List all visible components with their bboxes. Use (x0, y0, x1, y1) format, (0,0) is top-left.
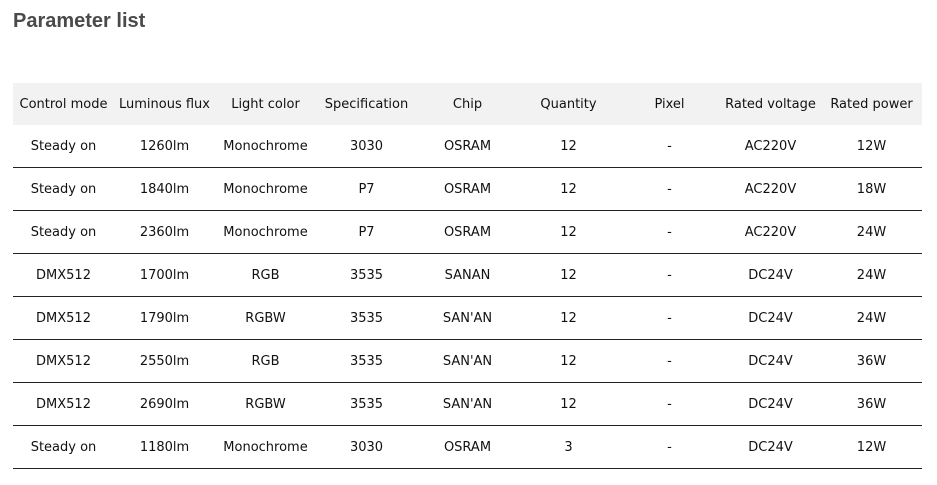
table-cell: 24W (821, 210, 922, 254)
table-cell: 2690lm (114, 382, 215, 426)
column-header: Rated power (821, 83, 922, 125)
column-header: Quantity (518, 83, 619, 125)
table-cell: 12 (518, 210, 619, 254)
table-cell: - (619, 253, 720, 297)
table-cell: P7 (316, 167, 417, 211)
table-cell: OSRAM (417, 167, 518, 211)
table-cell: DMX512 (13, 339, 114, 383)
column-header: Light color (215, 83, 316, 125)
header-row: Control mode Luminous flux Light color Spec… (13, 83, 922, 125)
table-cell: Monochrome (215, 425, 316, 469)
table-cell: 1840lm (114, 167, 215, 211)
table-cell: DC24V (720, 382, 821, 426)
table-cell: 3030 (316, 425, 417, 469)
table-cell: AC220V (720, 210, 821, 254)
table-cell: Steady on (13, 125, 114, 168)
table-cell: DMX512 (13, 253, 114, 297)
table-cell: P7 (316, 210, 417, 254)
column-header: Rated voltage (720, 83, 821, 125)
table-row: DMX512 1700lm RGB 3535 SANAN 12- DC24V 24W (13, 253, 922, 297)
column-header: Chip (417, 83, 518, 125)
table-cell: 12 (518, 296, 619, 340)
table-cell: Steady on (13, 425, 114, 469)
column-header: Specification (316, 83, 417, 125)
table-cell: 3535 (316, 253, 417, 297)
table-cell: - (619, 425, 720, 469)
table-cell: 12 (518, 125, 619, 168)
table-cell: 36W (821, 339, 922, 383)
table-cell: - (619, 210, 720, 254)
table-cell: 18W (821, 167, 922, 211)
table-cell: AC220V (720, 167, 821, 211)
column-header: Luminous flux (114, 83, 215, 125)
table-row: DMX512 2690lm RGBW 3535 SAN'AN 12- DC24V 36W (13, 382, 922, 426)
table-cell: 12 (518, 382, 619, 426)
table-cell: - (619, 125, 720, 168)
table-cell: Monochrome (215, 210, 316, 254)
table-cell: RGB (215, 253, 316, 297)
table-cell: 12 (518, 167, 619, 211)
parameter-table: Control mode Luminous flux Light color Spec… (13, 83, 922, 469)
column-header: Pixel (619, 83, 720, 125)
table-cell: SAN'AN (417, 339, 518, 383)
table-cell: 3535 (316, 339, 417, 383)
table-cell: - (619, 382, 720, 426)
table-cell: OSRAM (417, 210, 518, 254)
table-cell: 1700lm (114, 253, 215, 297)
table-cell: 3 (518, 425, 619, 469)
table-cell: AC220V (720, 125, 821, 168)
table-cell: 12 (518, 253, 619, 297)
table-row: Steady on 1260lm Monochrome 3030 OSRAM 12- AC2… (13, 125, 922, 168)
table-cell: OSRAM (417, 125, 518, 168)
table-cell: - (619, 296, 720, 340)
table-row: Steady on 1840lm Monochrome P7 OSRAM 12- AC220… (13, 167, 922, 211)
table-cell: RGB (215, 339, 316, 383)
table-cell: SAN'AN (417, 382, 518, 426)
table-cell: 1180lm (114, 425, 215, 469)
table-cell: 2550lm (114, 339, 215, 383)
table-cell: RGBW (215, 382, 316, 426)
table-cell: OSRAM (417, 425, 518, 469)
table-cell: DC24V (720, 425, 821, 469)
table-cell: SANAN (417, 253, 518, 297)
table-cell: 12W (821, 125, 922, 168)
table-row: DMX512 2550lm RGB 3535 SAN'AN 12- DC24V 36W (13, 339, 922, 383)
table-cell: DC24V (720, 296, 821, 340)
table-cell: 12 (518, 339, 619, 383)
table-cell: 3535 (316, 296, 417, 340)
table-cell: Monochrome (215, 125, 316, 168)
table-cell: 24W (821, 253, 922, 297)
table-cell: DMX512 (13, 382, 114, 426)
table-cell: - (619, 339, 720, 383)
table-cell: 12W (821, 425, 922, 469)
table-cell: 3030 (316, 125, 417, 168)
table-row: Steady on 1180lm Monochrome 3030 OSRAM 3- DC24… (13, 425, 922, 469)
table-cell: DC24V (720, 253, 821, 297)
table-cell: Monochrome (215, 167, 316, 211)
table-cell: 1790lm (114, 296, 215, 340)
table-cell: DMX512 (13, 296, 114, 340)
table-cell: Steady on (13, 167, 114, 211)
table-cell: - (619, 167, 720, 211)
column-header: Control mode (13, 83, 114, 125)
table-row: Steady on 2360lm Monochrome P7 OSRAM 12- AC220… (13, 210, 922, 254)
table-cell: 1260lm (114, 125, 215, 168)
table-cell: 24W (821, 296, 922, 340)
table-cell: 2360lm (114, 210, 215, 254)
table-cell: SAN'AN (417, 296, 518, 340)
table-cell: DC24V (720, 339, 821, 383)
table-cell: RGBW (215, 296, 316, 340)
table-cell: Steady on (13, 210, 114, 254)
page-title: Parameter list (13, 10, 146, 32)
table-row: DMX512 1790lm RGBW 3535 SAN'AN 12- DC24V 24W (13, 296, 922, 340)
table-cell: 36W (821, 382, 922, 426)
table-cell: 3535 (316, 382, 417, 426)
